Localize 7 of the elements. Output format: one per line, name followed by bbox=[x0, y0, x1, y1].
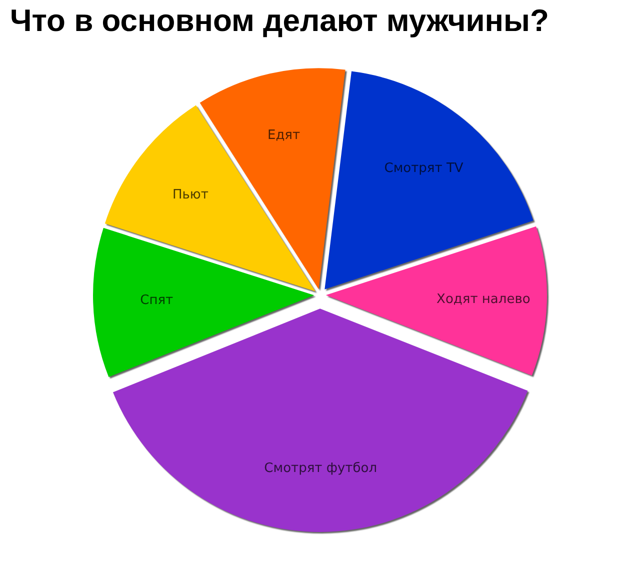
slice-label: Ходят налево bbox=[436, 292, 530, 307]
slice-label: Едят bbox=[267, 128, 300, 143]
slice-label: Пьют bbox=[172, 188, 209, 203]
chart-title: Что в основном делают мужчины? bbox=[10, 3, 549, 39]
slice-label: Спят bbox=[140, 293, 174, 308]
slice-label: Смотрят футбол bbox=[264, 460, 378, 476]
slice-label: Смотрят TV bbox=[384, 161, 464, 176]
